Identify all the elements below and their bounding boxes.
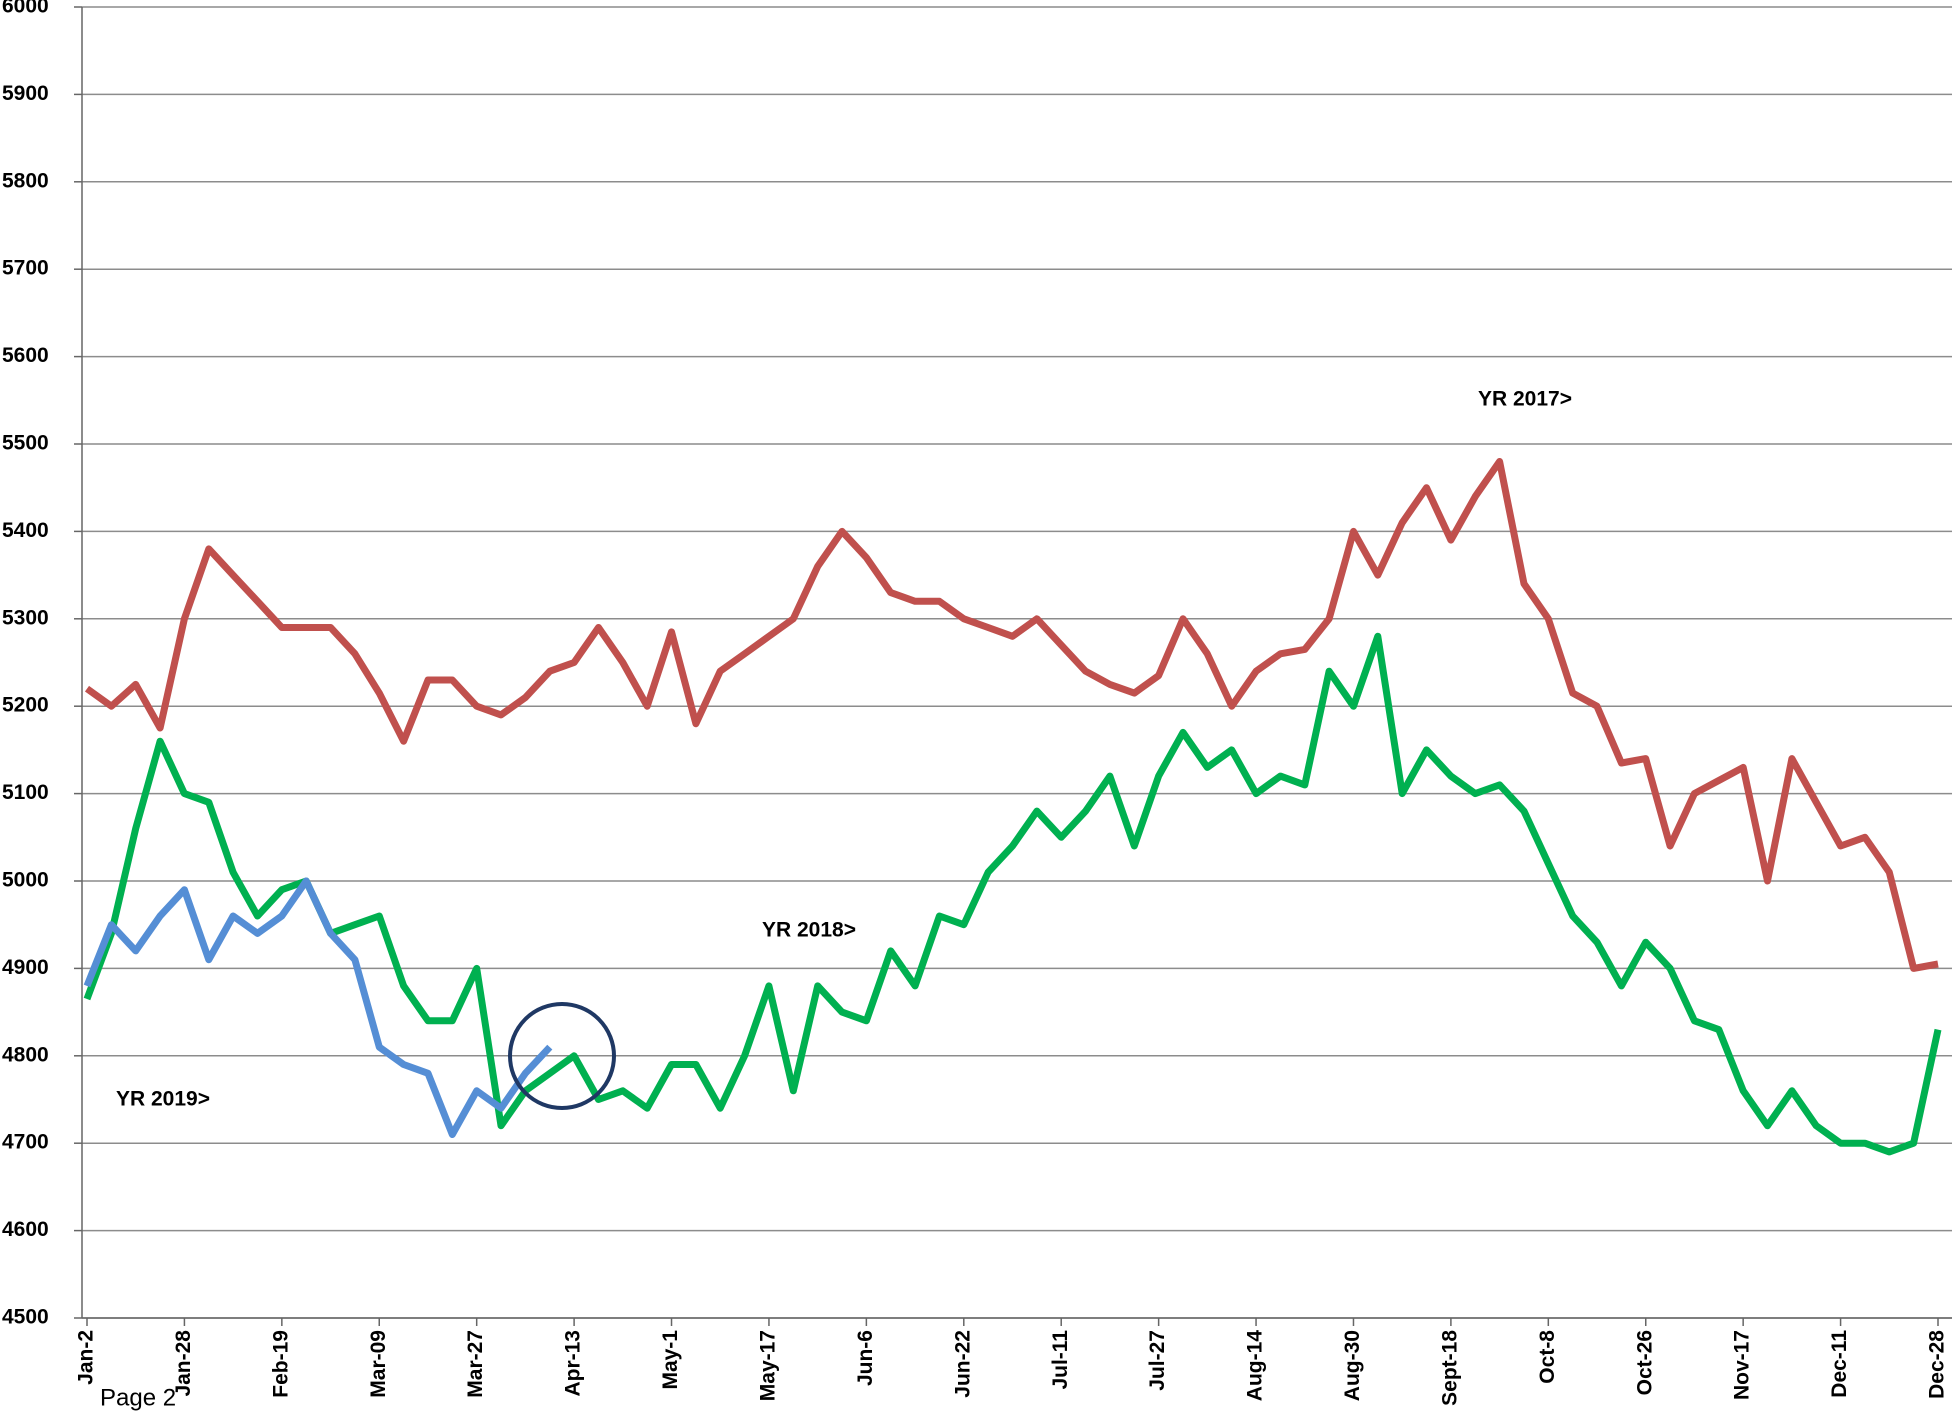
y-tick-label: 4800 bbox=[2, 1043, 49, 1066]
y-tick-label: 4500 bbox=[2, 1306, 49, 1329]
x-tick-label: May-1 bbox=[659, 1330, 682, 1390]
x-tick-label: Jul-27 bbox=[1146, 1330, 1169, 1391]
x-tick-label: Dec-28 bbox=[1926, 1330, 1949, 1399]
x-tick-label: Jan-2 bbox=[75, 1330, 98, 1385]
x-tick-label: Mar-27 bbox=[464, 1330, 487, 1398]
y-tick-label: 4700 bbox=[2, 1131, 49, 1154]
y-tick-label: 5200 bbox=[2, 694, 49, 717]
y-tick-label: 5000 bbox=[2, 869, 49, 892]
x-tick-label: Sept-18 bbox=[1438, 1330, 1461, 1406]
x-tick-label: Jun-22 bbox=[951, 1330, 974, 1398]
x-tick-label: Jan-28 bbox=[172, 1330, 195, 1397]
y-tick-label: 5600 bbox=[2, 344, 49, 367]
x-tick-label: Oct-8 bbox=[1536, 1330, 1559, 1384]
x-tick-label: Aug-30 bbox=[1341, 1330, 1364, 1401]
x-tick-label: Dec-11 bbox=[1828, 1330, 1851, 1398]
series-label: YR 2019> bbox=[116, 1088, 210, 1111]
highlight-circle bbox=[508, 1002, 616, 1110]
y-tick-label: 5900 bbox=[2, 82, 49, 105]
series-line bbox=[83, 632, 1942, 1156]
x-tick-label: Mar-09 bbox=[367, 1330, 390, 1398]
y-tick-label: 5800 bbox=[2, 169, 49, 192]
x-tick-label: Apr-13 bbox=[562, 1330, 585, 1397]
y-tick-label: 5700 bbox=[2, 257, 49, 280]
y-tick-label: 5500 bbox=[2, 432, 49, 455]
x-tick-label: Nov-17 bbox=[1731, 1330, 1754, 1400]
series-label: YR 2017> bbox=[1478, 388, 1572, 411]
y-tick-label: 4600 bbox=[2, 1218, 49, 1241]
series-line bbox=[83, 877, 553, 1138]
x-tick-label: May-17 bbox=[756, 1330, 779, 1401]
series-label: YR 2018> bbox=[762, 919, 856, 942]
y-tick-label: 6000 bbox=[2, 0, 49, 18]
series-line bbox=[84, 458, 1939, 972]
y-tick-label: 5300 bbox=[2, 606, 49, 629]
y-tick-label: 5400 bbox=[2, 519, 49, 542]
x-tick-label: Oct-26 bbox=[1633, 1330, 1656, 1395]
page-label: Page 2 bbox=[100, 1384, 176, 1411]
x-tick-label: Aug-14 bbox=[1244, 1330, 1267, 1401]
x-tick-label: Jun-6 bbox=[854, 1330, 877, 1386]
y-tick-label: 5100 bbox=[2, 781, 49, 804]
x-tick-label: Jul-11 bbox=[1049, 1330, 1072, 1390]
x-tick-label: Feb-19 bbox=[269, 1330, 292, 1398]
y-tick-label: 4900 bbox=[2, 956, 49, 979]
